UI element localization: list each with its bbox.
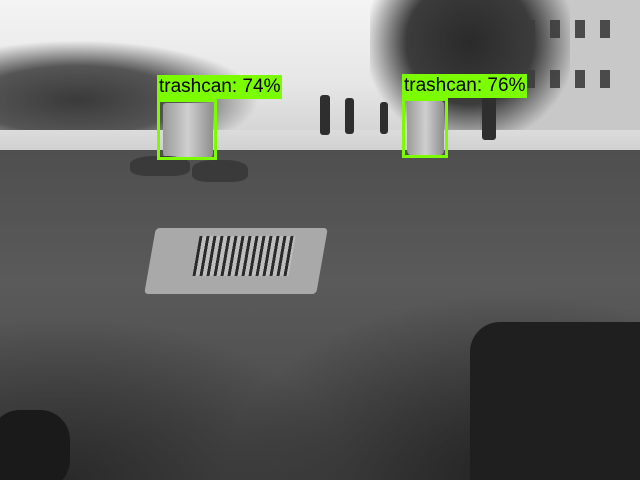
detection-box-2 [402, 98, 448, 158]
shoe [192, 160, 248, 182]
pedestrian [380, 102, 388, 134]
detection-label-1: trashcan: 74% [157, 75, 283, 99]
trashcan-left [163, 103, 213, 159]
detection-label-2: trashcan: 76% [402, 74, 528, 98]
detection-box-1 [157, 99, 217, 160]
shoe [130, 156, 190, 176]
pedestrian [320, 95, 330, 135]
drain-grate [192, 236, 296, 276]
trashcan-right [407, 101, 444, 156]
rover-wheel-left [0, 410, 70, 480]
rover-wheel-right [470, 322, 640, 480]
tree-right [370, 0, 570, 140]
pedestrian [345, 98, 354, 134]
pedestrian [482, 95, 496, 140]
